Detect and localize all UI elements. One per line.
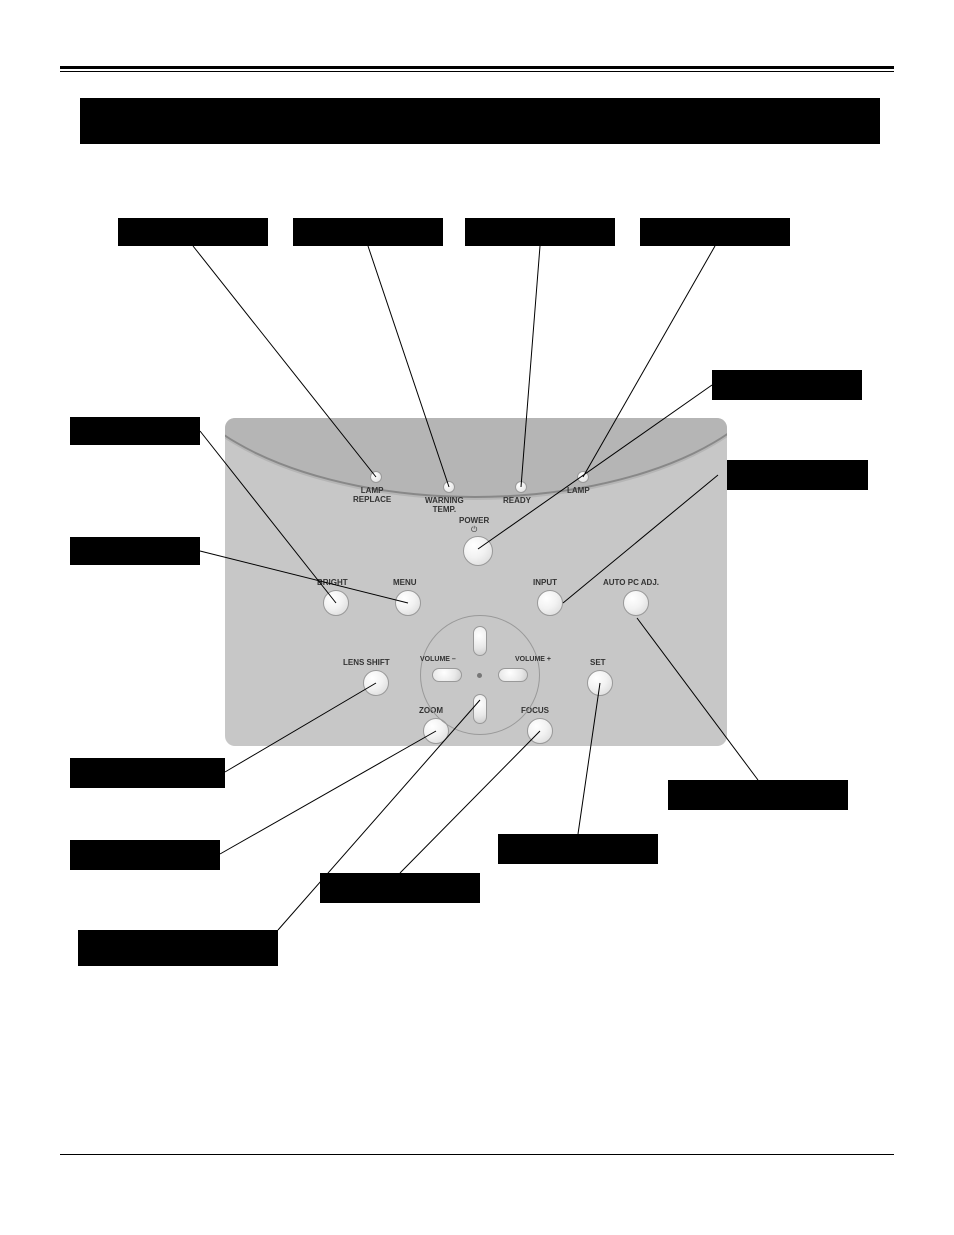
section-banner	[80, 98, 880, 144]
menu-button[interactable]	[395, 590, 421, 616]
label-zoom	[70, 840, 220, 870]
lamp-replace-led	[370, 471, 382, 483]
set-button-label: SET	[590, 658, 606, 667]
label-lens-shift	[70, 758, 225, 788]
auto-pc-adj-button-label: AUTO PC ADJ.	[603, 578, 659, 587]
dpad-up[interactable]	[473, 626, 487, 656]
lens-shift-button-label: LENS SHIFT	[343, 658, 390, 667]
label-dpad	[78, 930, 278, 966]
label-focus	[320, 873, 480, 903]
label-input	[718, 460, 868, 490]
lamp-led	[577, 471, 589, 483]
menu-button-label: MENU	[393, 578, 417, 587]
lamp-replace-led-label: LAMP REPLACE	[353, 486, 391, 504]
warning-temp-led	[443, 481, 455, 493]
bright-button-label: BRIGHT	[317, 578, 348, 587]
label-lamp-replace	[118, 218, 268, 246]
bottom-rule	[60, 1154, 894, 1155]
lamp-led-label: LAMP	[567, 486, 590, 495]
panel-arc	[225, 418, 727, 498]
focus-button[interactable]	[527, 718, 553, 744]
top-rule	[60, 66, 894, 72]
dpad-right[interactable]	[498, 668, 528, 682]
dpad-center-dot	[477, 673, 482, 678]
dpad-left[interactable]	[432, 668, 462, 682]
label-bright	[70, 417, 200, 445]
power-icon: ⏻	[471, 525, 477, 535]
label-menu	[70, 537, 200, 565]
label-warning-temp	[293, 218, 443, 246]
volume-label-minus: VOLUME –	[420, 656, 456, 663]
power-button[interactable]	[463, 536, 493, 566]
input-button[interactable]	[537, 590, 563, 616]
power-label: POWER	[459, 516, 489, 525]
dpad-down[interactable]	[473, 694, 487, 724]
label-lamp	[640, 218, 790, 246]
volume-label-plus: VOLUME +	[515, 656, 551, 663]
label-power	[712, 370, 862, 400]
ready-led	[515, 481, 527, 493]
control-panel: LAMP REPLACE WARNING TEMP. READY LAMP POWER⏻…	[225, 418, 727, 746]
label-auto-pc	[668, 780, 848, 810]
input-button-label: INPUT	[533, 578, 557, 587]
label-ready	[465, 218, 615, 246]
set-button[interactable]	[587, 670, 613, 696]
label-set	[498, 834, 658, 864]
warning-temp-led-label: WARNING TEMP.	[425, 496, 464, 514]
bright-button[interactable]	[323, 590, 349, 616]
auto-pc-adj-button[interactable]	[623, 590, 649, 616]
ready-led-label: READY	[503, 496, 531, 505]
lens-shift-button[interactable]	[363, 670, 389, 696]
